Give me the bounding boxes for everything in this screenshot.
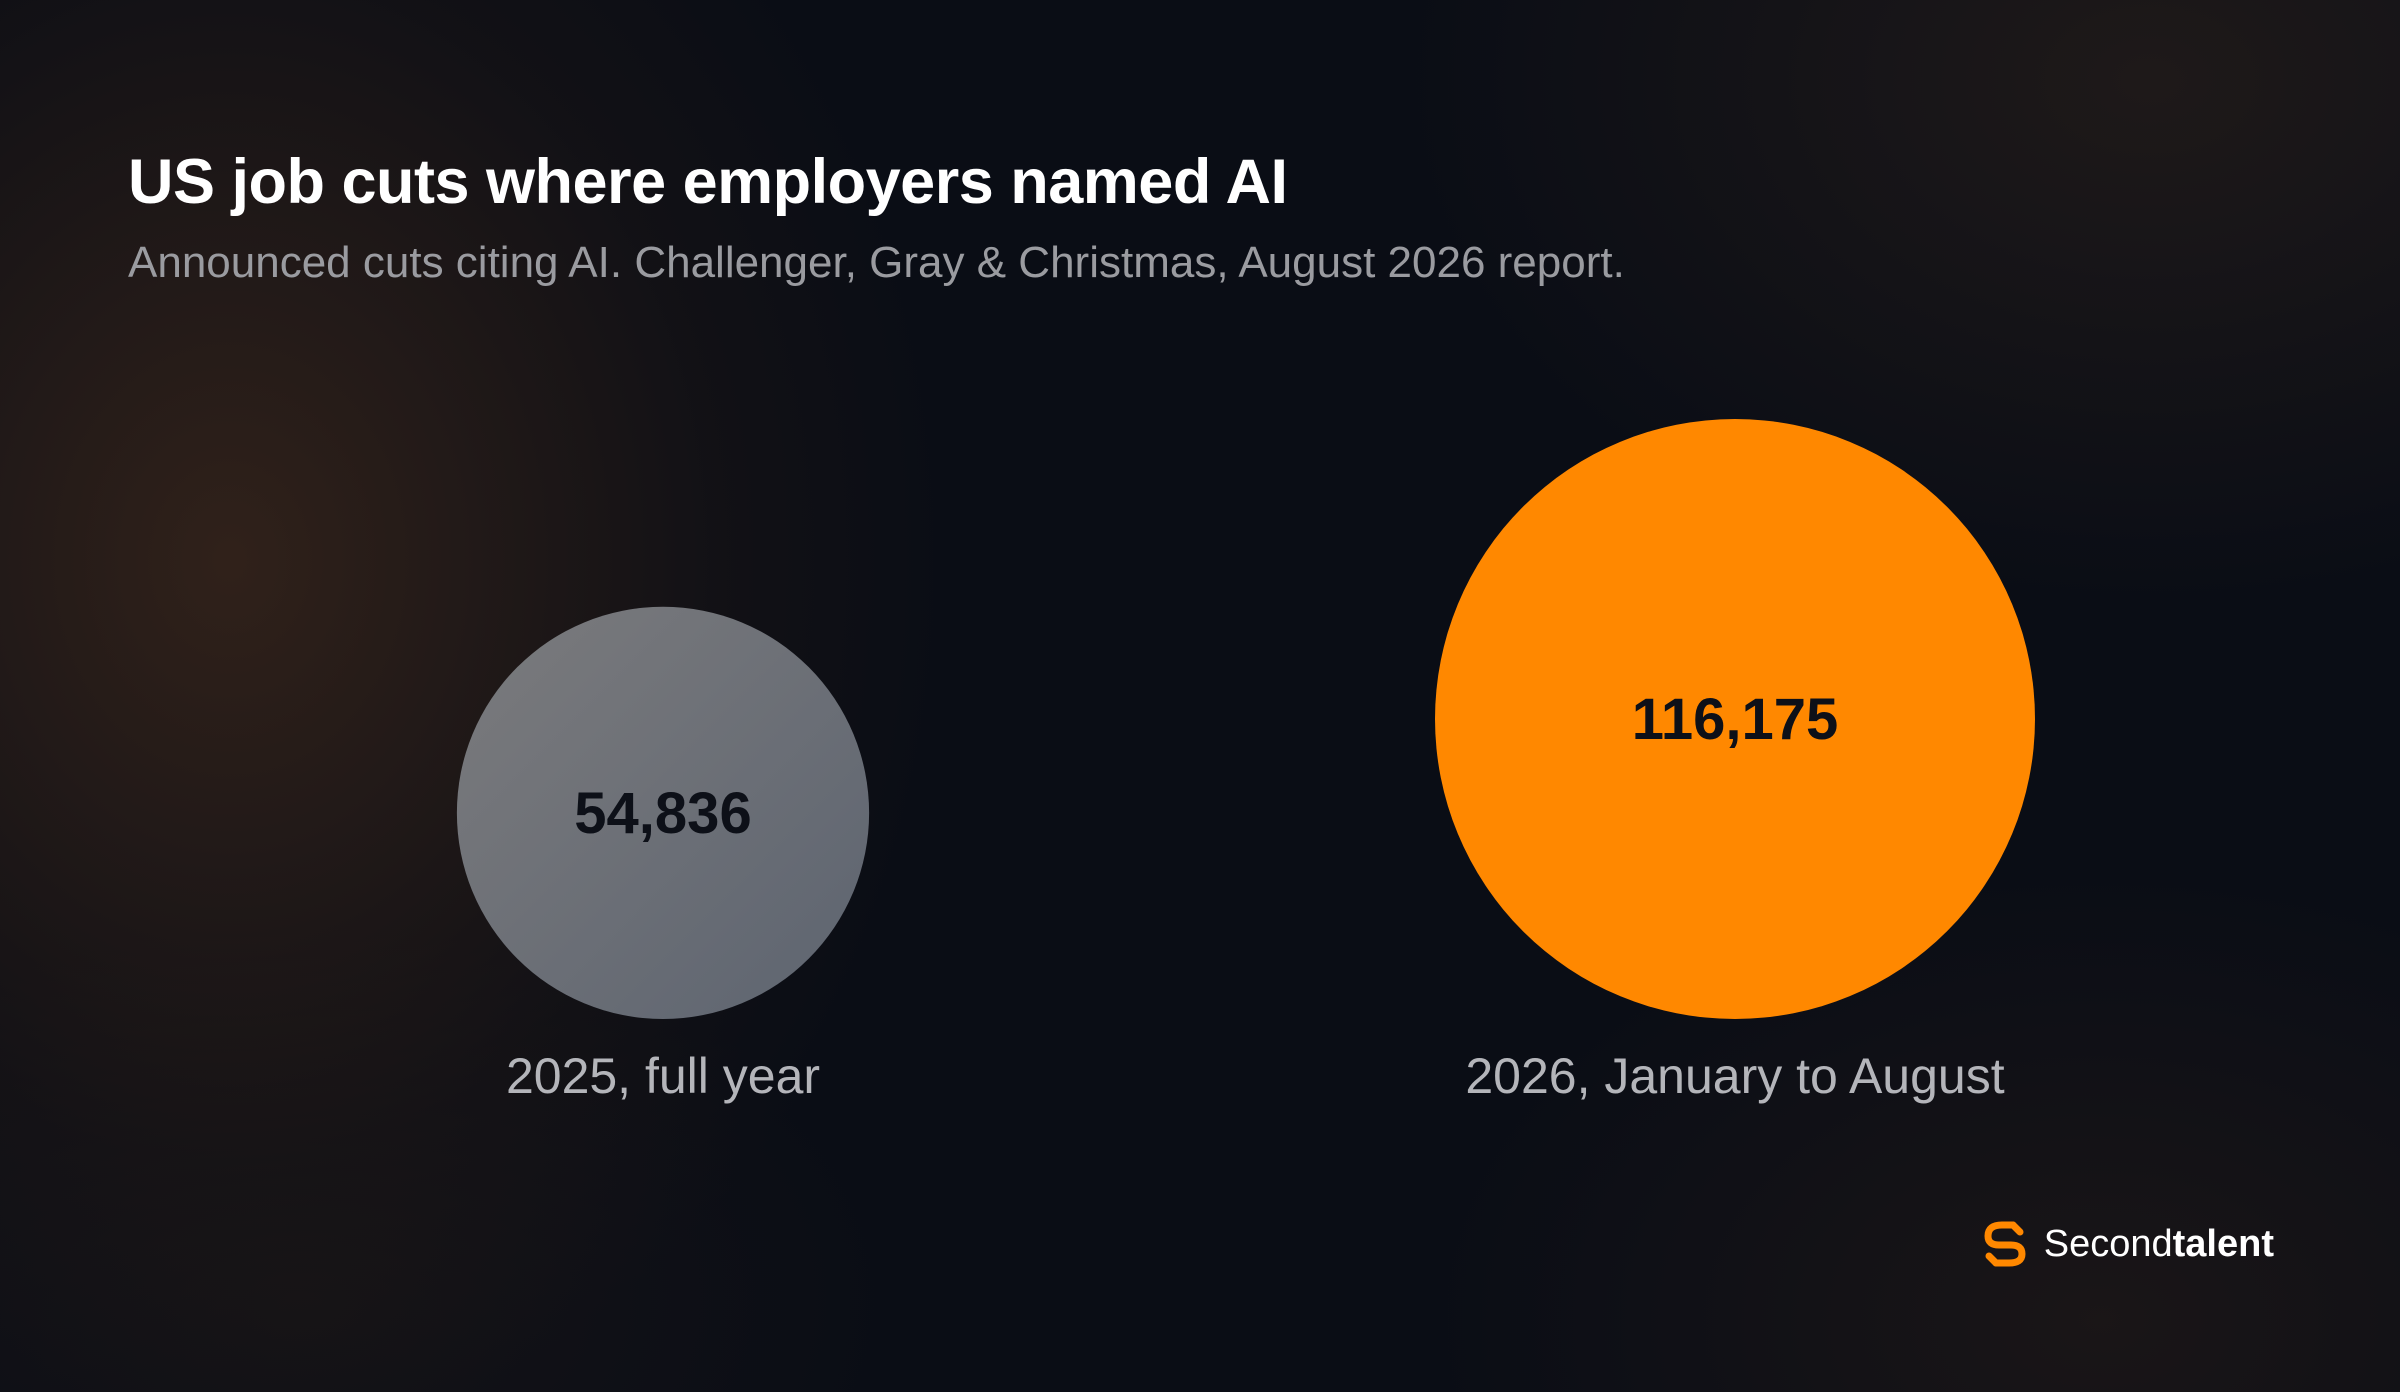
category-label-1: 2025, full year (506, 1048, 820, 1104)
brand-name-bold: talent (2172, 1222, 2274, 1265)
bubble-2 (1435, 419, 2035, 1019)
brand-name-light: Second (2043, 1222, 2173, 1265)
secondtalent-logo-icon (1984, 1221, 2026, 1267)
bubbles-group: 54,836 2025, full year 116,175 2026, Januar… (456, 419, 2035, 1104)
category-label-2: 2026, January to August (1465, 1048, 2004, 1104)
bubble-value-label-2: 116,175 (1632, 687, 1838, 752)
chart-title: US job cuts where employers named AI (128, 147, 1288, 217)
brand: Secondtalent (1980, 1218, 2274, 1270)
brand-name: Secondtalent (2044, 1223, 2274, 1266)
bubble-value-label-1: 54,836 (574, 781, 751, 846)
chart-subtitle: Announced cuts citing AI. Challenger, Gr… (128, 238, 1625, 287)
bubble-1 (456, 606, 870, 1020)
